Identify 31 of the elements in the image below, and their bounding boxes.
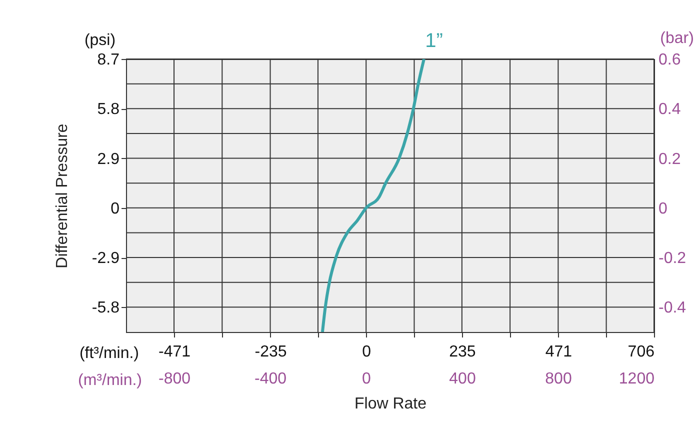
y2-tick-label: 0.6: [658, 52, 681, 68]
x-tick-label: -471: [158, 344, 191, 360]
y2-axis-title: (bar): [660, 30, 694, 47]
y2-tick-label: -0.2: [658, 250, 686, 268]
x2-tick-label: 800: [545, 370, 572, 388]
x-tick-label: 235: [449, 344, 476, 360]
y-axis-title: Differential Pressure: [54, 124, 71, 268]
y-tick-label: 8.7: [97, 52, 120, 68]
x2-tick-label: -400: [254, 370, 287, 388]
x-tick-label: 706: [628, 344, 655, 360]
y-tick-label: 5.8: [97, 101, 120, 118]
y-tick-label: -5.8: [92, 300, 120, 317]
y2-tick-label: 0.2: [658, 150, 681, 168]
y2-tick-label: -0.4: [658, 300, 686, 317]
y2-tick-label: 0: [658, 200, 668, 218]
text: (psi): [84, 32, 116, 49]
text: (ft³/min.): [79, 345, 139, 362]
x2-tick-label: 1200: [618, 370, 655, 388]
series-label: 1”: [425, 30, 443, 52]
x2-tick-label: 0: [362, 370, 372, 388]
y-tick-label: -2.9: [92, 250, 120, 268]
y-tick-label: 2.9: [97, 150, 120, 168]
y-tick-label: 0: [110, 200, 120, 218]
x-tick-label: 471: [545, 344, 572, 360]
x2-axis-title: (m³/min.): [78, 372, 142, 389]
y2-tick-label: 0.4: [658, 101, 681, 118]
x2-tick-label: -800: [158, 370, 191, 388]
x-axis-title: Flow Rate: [354, 396, 427, 412]
x-tick-label: -235: [254, 344, 287, 360]
x2-tick-label: 400: [449, 370, 476, 388]
x-tick-label: 0: [362, 344, 372, 360]
